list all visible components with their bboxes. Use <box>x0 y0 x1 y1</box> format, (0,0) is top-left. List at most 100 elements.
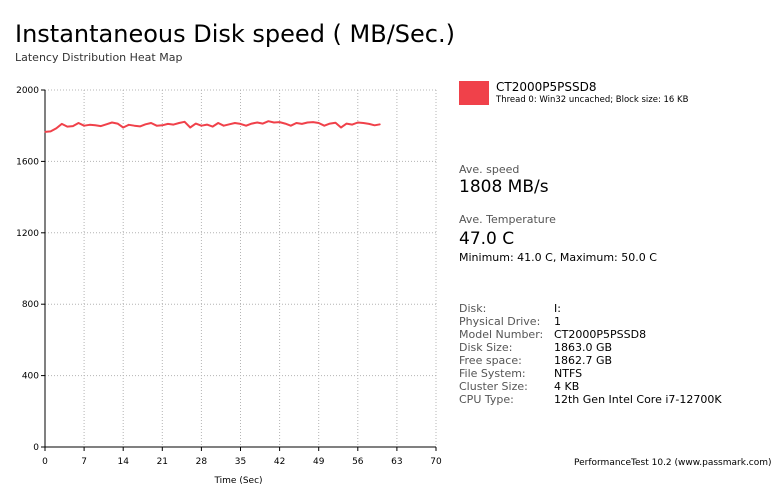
data-point <box>379 123 381 125</box>
disk-info-label: Physical Drive: <box>459 315 541 328</box>
disk-info-value: CT2000P5PSSD8 <box>554 328 647 341</box>
average-speed-value: 1808 MB/s <box>459 177 549 197</box>
legend-series-name: CT2000P5PSSD8 <box>496 80 597 94</box>
data-point <box>94 124 96 126</box>
disk-info-value: 12th Gen Intel Core i7-12700K <box>554 393 722 406</box>
data-point <box>89 124 91 126</box>
data-point <box>144 123 147 125</box>
data-point <box>301 123 303 125</box>
data-point <box>228 123 230 125</box>
y-tick-label: 1600 <box>16 157 39 167</box>
data-point <box>100 125 102 127</box>
disk-info-value: 1862.7 GB <box>554 354 613 367</box>
disk-info-label: Disk Size: <box>459 341 513 354</box>
x-axis-label: Time (Sec) <box>213 476 262 486</box>
average-temperature-value: 47.0 C <box>459 229 515 249</box>
data-point <box>329 122 331 125</box>
data-point <box>49 130 52 133</box>
disk-info-label: Free space: <box>459 354 522 367</box>
data-point <box>373 124 376 126</box>
data-point <box>262 122 264 125</box>
data-point <box>161 124 163 126</box>
data-point <box>66 125 68 128</box>
x-tick-label: 0 <box>42 457 48 467</box>
data-point <box>139 125 141 128</box>
data-point <box>312 121 314 123</box>
data-point <box>290 125 292 127</box>
data-point <box>351 124 353 126</box>
page-subtitle: Latency Distribution Heat Map <box>15 51 183 64</box>
data-point <box>273 121 275 124</box>
data-point <box>245 125 247 127</box>
legend-swatch <box>459 81 489 105</box>
data-point <box>150 122 152 124</box>
data-point <box>206 124 208 126</box>
disk-info-value: 4 KB <box>554 380 580 393</box>
x-tick-label: 7 <box>81 457 87 467</box>
data-point <box>334 122 337 124</box>
x-tick-label: 14 <box>117 457 129 467</box>
data-point <box>318 122 320 124</box>
disk-info-value: I: <box>554 302 561 315</box>
y-tick-label: 1200 <box>16 229 39 239</box>
disk-info-value: 1863.0 GB <box>554 341 613 354</box>
disk-info-value: NTFS <box>554 367 583 380</box>
x-tick-label: 28 <box>196 457 208 467</box>
temperature-min-max: Minimum: 41.0 C, Maximum: 50.0 C <box>459 251 657 264</box>
data-point <box>251 122 253 125</box>
data-point <box>122 126 124 129</box>
x-tick-label: 21 <box>157 457 168 467</box>
data-point <box>77 122 80 124</box>
disk-info-label: Disk: <box>459 302 487 315</box>
data-point <box>111 121 113 124</box>
data-point <box>61 123 63 125</box>
data-point <box>284 122 286 125</box>
y-tick-label: 400 <box>22 372 39 382</box>
legend-series-description: Thread 0: Win32 uncached; Block size: 16… <box>496 95 689 105</box>
data-point <box>195 122 197 125</box>
data-point <box>217 122 219 124</box>
data-point <box>306 121 309 124</box>
data-point <box>167 123 169 125</box>
average-temperature-label: Ave. Temperature <box>459 213 556 226</box>
disk-info-value: 1 <box>554 315 561 328</box>
data-point <box>362 122 364 124</box>
data-point <box>128 124 130 126</box>
data-point <box>234 122 236 124</box>
data-point <box>72 125 74 127</box>
data-point <box>184 121 186 123</box>
data-point <box>357 121 359 124</box>
data-point <box>368 123 370 125</box>
x-tick-label: 63 <box>391 457 402 467</box>
data-point <box>172 124 175 126</box>
data-point <box>346 122 348 125</box>
data-point <box>189 126 191 129</box>
page-title: Instantaneous Disk speed ( MB/Sec.) <box>15 20 455 48</box>
y-tick-label: 2000 <box>16 86 39 96</box>
disk-info-label: CPU Type: <box>459 393 514 406</box>
data-point <box>340 126 342 129</box>
data-point <box>223 125 225 127</box>
disk-info-label: Model Number: <box>459 328 544 341</box>
data-point <box>55 127 57 129</box>
data-point <box>133 125 135 127</box>
x-tick-label: 35 <box>235 457 246 467</box>
data-point <box>279 121 281 123</box>
x-tick-label: 56 <box>352 457 364 467</box>
disk-info-label: Cluster Size: <box>459 380 528 393</box>
data-point <box>239 123 242 125</box>
data-point <box>267 120 270 122</box>
data-point <box>83 125 85 127</box>
data-point <box>178 122 180 124</box>
data-point <box>323 125 325 127</box>
data-point <box>105 123 108 125</box>
x-tick-label: 42 <box>274 457 285 467</box>
footer-credit: PerformanceTest 10.2 (www.passmark.com) <box>574 458 772 468</box>
y-tick-label: 0 <box>33 443 39 453</box>
average-speed-label: Ave. speed <box>459 163 520 176</box>
data-point <box>211 125 214 128</box>
x-tick-label: 70 <box>430 457 442 467</box>
disk-info-label: File System: <box>459 367 526 380</box>
y-tick-label: 800 <box>22 300 39 310</box>
